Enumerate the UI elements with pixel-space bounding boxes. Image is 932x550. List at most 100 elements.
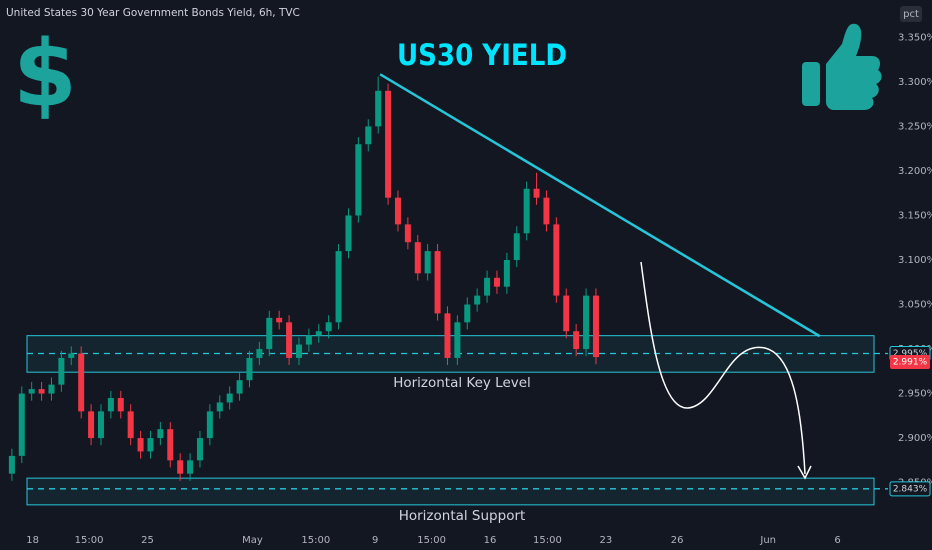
candle-body [206, 411, 213, 439]
candle-body [305, 335, 312, 345]
candle-body [88, 411, 95, 439]
candle-body [157, 429, 164, 439]
candle-body [394, 197, 401, 225]
candle-body [444, 313, 451, 358]
candle-body [78, 353, 85, 412]
candle-body [38, 389, 45, 394]
candle-body [276, 317, 283, 323]
candle-body [315, 331, 322, 336]
candle-body [286, 322, 293, 358]
y-tick-label: 3.350% [898, 32, 932, 43]
y-tick-label: 3.200% [898, 166, 932, 177]
projection-arrow [640, 261, 806, 475]
x-tick-label: 9 [372, 535, 378, 546]
candle-body [28, 389, 35, 394]
candle-body [434, 251, 441, 314]
y-tick-label: 2.900% [898, 433, 932, 444]
candle-body [385, 90, 392, 198]
candle-body [404, 224, 411, 243]
x-tick-label: Jun [759, 535, 776, 546]
price-axis-bg [888, 0, 932, 550]
candle-body [256, 349, 263, 358]
last-price-box [890, 355, 930, 370]
candle-body [553, 224, 560, 296]
candle-body [583, 295, 590, 350]
candle-body [196, 438, 203, 461]
candle-body [117, 398, 124, 412]
price-label-box [889, 481, 931, 497]
candle-body [97, 411, 104, 439]
last-price-label: 2.991% [893, 358, 928, 368]
zone-box [26, 477, 875, 506]
arrow-head [797, 465, 812, 480]
candle-body [335, 251, 342, 323]
candle-body [523, 188, 530, 234]
candle-body [127, 411, 134, 439]
x-tick-label: 6 [834, 535, 840, 546]
zone-label: Horizontal Key Level [393, 375, 531, 391]
candle-body [295, 344, 302, 358]
x-tick-label: 15:00 [417, 535, 446, 546]
candle-body [8, 455, 15, 474]
candle-body [137, 438, 144, 452]
zone-label: Horizontal Support [399, 508, 526, 524]
trendline [379, 73, 821, 338]
candle-body [493, 277, 500, 287]
candle-body [414, 242, 421, 274]
scale-label[interactable]: pct [903, 9, 919, 20]
dollar-icon: $ [13, 20, 77, 127]
x-tick-label: 16 [484, 535, 497, 546]
plot-area [8, 73, 888, 506]
chart-title: United States 30 Year Government Bonds Y… [6, 7, 300, 19]
candle-body [187, 460, 194, 474]
candle-body [147, 438, 154, 452]
candle-body [484, 277, 491, 296]
x-tick-label: May [242, 535, 263, 546]
price-label: 2.843% [893, 484, 928, 494]
candle-body [543, 197, 550, 225]
x-tick-label: 23 [599, 535, 612, 546]
y-tick-label: 3.250% [898, 121, 932, 132]
candle-body [18, 393, 25, 456]
candle-body [533, 188, 540, 198]
candle-body [246, 357, 253, 381]
headline: US30 YIELD [397, 38, 567, 72]
x-tick-label: 15:00 [533, 535, 562, 546]
candle-body [563, 295, 570, 332]
candle-body [513, 233, 520, 260]
x-tick-label: 25 [141, 535, 154, 546]
y-tick-label: 3.050% [898, 300, 932, 311]
x-tick-label: 26 [671, 535, 684, 546]
candle-body [58, 357, 65, 385]
candle-body [226, 393, 233, 403]
candle-body [345, 215, 352, 252]
candle-body [167, 429, 174, 461]
scale-button[interactable] [900, 6, 922, 22]
candle-body [236, 380, 243, 394]
candle-body [424, 251, 431, 274]
y-tick-label: 3.300% [898, 77, 932, 88]
candle-body [355, 144, 362, 216]
y-tick-label: 2.950% [898, 389, 932, 400]
candle-body [464, 304, 471, 323]
x-tick-label: 15:00 [75, 535, 104, 546]
candle-body [375, 90, 382, 127]
thumbs-up-icon [802, 23, 882, 110]
candle-body [454, 322, 461, 358]
candle-body [107, 398, 114, 412]
candle-body [503, 259, 510, 287]
candle-body [474, 295, 481, 305]
candle-body [177, 460, 184, 474]
candle-body [365, 126, 372, 145]
y-tick-label: 3.150% [898, 210, 932, 221]
x-tick-label: 18 [26, 535, 39, 546]
candle-body [266, 317, 273, 350]
candle-body [573, 331, 580, 350]
candle-body [592, 295, 599, 358]
candle-body [216, 402, 223, 412]
candle-body [68, 353, 75, 358]
candle-body [325, 322, 332, 332]
y-tick-label: 3.100% [898, 255, 932, 266]
